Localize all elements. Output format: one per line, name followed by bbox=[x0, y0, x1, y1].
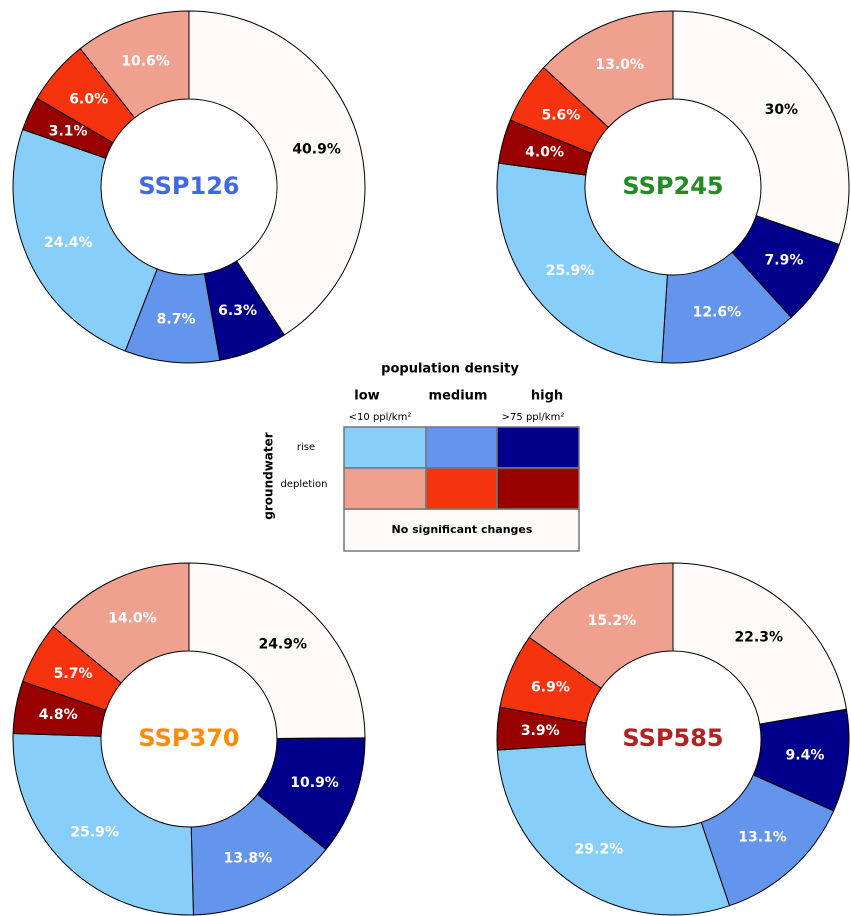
slice-label: 13.0% bbox=[595, 57, 644, 73]
donut-slice bbox=[12, 128, 158, 352]
slice-label: 8.7% bbox=[157, 311, 196, 327]
slice-label: 5.7% bbox=[54, 666, 93, 682]
slice-label: 10.6% bbox=[121, 53, 170, 69]
donut-slice bbox=[79, 10, 190, 119]
legend-column: medium bbox=[429, 389, 488, 404]
legend-swatch bbox=[496, 467, 580, 510]
donut-slice bbox=[528, 562, 674, 689]
slice-label: 6.9% bbox=[531, 679, 570, 695]
slice-label: 22.3% bbox=[734, 629, 783, 645]
legend-no-change-box bbox=[343, 508, 580, 552]
legend-row-title: groundwater bbox=[262, 432, 276, 519]
legend-row: depletion bbox=[281, 479, 328, 490]
slice-label: 7.9% bbox=[765, 252, 804, 268]
slice-label: 40.9% bbox=[292, 141, 341, 157]
slice-label: 10.9% bbox=[290, 775, 339, 791]
donut-slice bbox=[52, 562, 190, 684]
donut-slice bbox=[188, 10, 366, 336]
slice-label: 25.9% bbox=[546, 263, 595, 279]
slice-label: 13.8% bbox=[224, 850, 273, 866]
legend: population density low medium high <10 p… bbox=[262, 362, 580, 552]
slice-label: 30% bbox=[765, 102, 799, 118]
slice-label: 24.9% bbox=[258, 637, 307, 653]
legend-swatch bbox=[425, 467, 498, 510]
slice-label: 6.3% bbox=[218, 303, 257, 319]
donut-slice bbox=[672, 562, 848, 725]
slice-label: 3.1% bbox=[49, 124, 88, 140]
donut-slice bbox=[496, 743, 731, 916]
legend-swatch bbox=[496, 426, 580, 469]
legend-title: population density bbox=[381, 362, 519, 377]
legend-note: >75 ppl/km² bbox=[502, 412, 565, 423]
donut-slice bbox=[672, 10, 850, 246]
slice-label: 6.0% bbox=[69, 92, 108, 108]
donut-title: SSP245 bbox=[622, 172, 723, 200]
slice-label: 13.1% bbox=[738, 829, 787, 845]
legend-swatch bbox=[343, 426, 427, 469]
slice-label: 4.8% bbox=[39, 707, 78, 723]
slice-label: 14.0% bbox=[108, 611, 157, 627]
legend-no-change: No significant changes bbox=[392, 523, 533, 536]
legend-swatch bbox=[343, 467, 427, 510]
slice-label: 3.9% bbox=[521, 723, 560, 739]
donut-slice bbox=[496, 162, 668, 364]
legend-note: <10 ppl/km² bbox=[349, 412, 412, 423]
donut-title: SSP126 bbox=[138, 172, 239, 200]
slice-label: 5.6% bbox=[541, 107, 580, 123]
slice-label: 29.2% bbox=[575, 841, 624, 857]
donut-slice bbox=[12, 732, 194, 916]
legend-row: rise bbox=[297, 442, 315, 453]
slice-label: 9.4% bbox=[786, 748, 825, 764]
legend-swatch bbox=[425, 426, 498, 469]
donut-slice bbox=[188, 562, 366, 739]
slice-label: 15.2% bbox=[588, 613, 637, 629]
donut-slice bbox=[543, 10, 674, 128]
slice-label: 12.6% bbox=[693, 305, 742, 321]
slice-label: 24.4% bbox=[44, 235, 93, 251]
donut-title: SSP370 bbox=[138, 724, 239, 752]
slice-label: 4.0% bbox=[525, 144, 564, 160]
legend-column: low bbox=[354, 389, 379, 404]
donut-title: SSP585 bbox=[622, 724, 723, 752]
slice-label: 25.9% bbox=[70, 825, 119, 841]
legend-column: high bbox=[531, 389, 563, 404]
